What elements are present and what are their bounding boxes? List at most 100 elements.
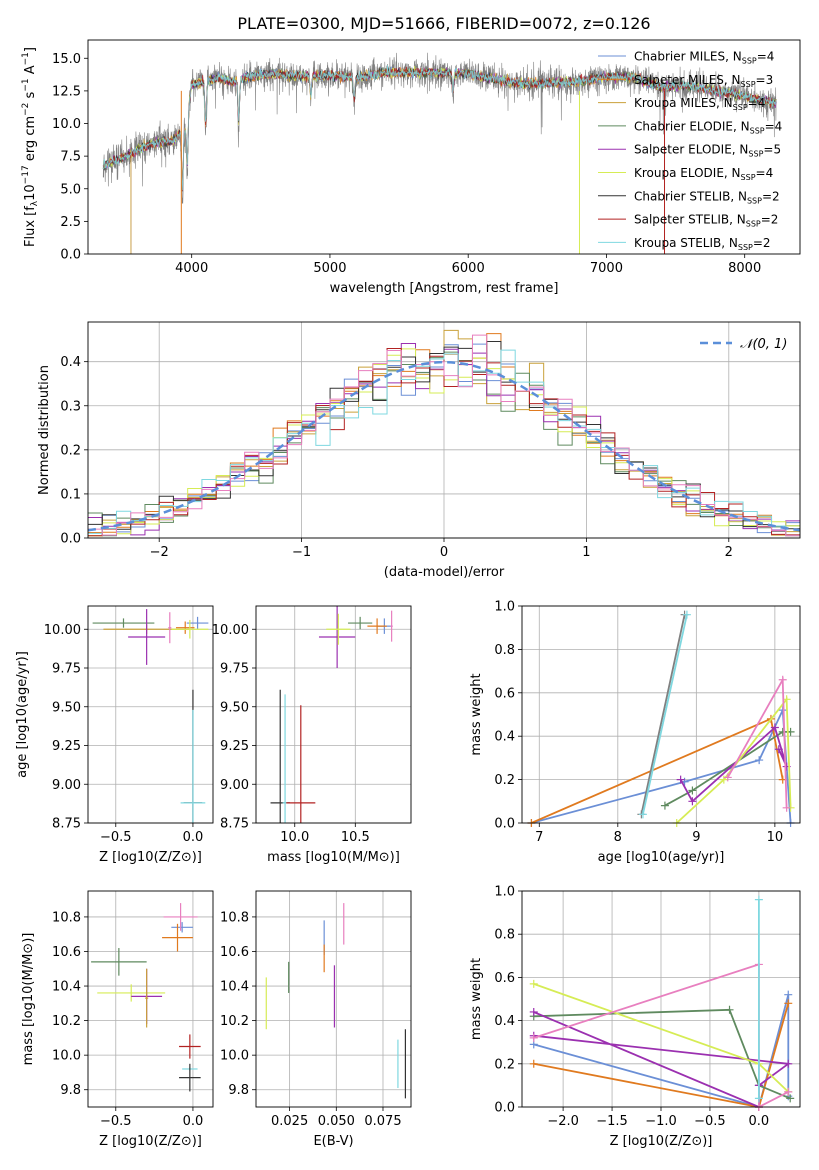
mass_vs_EBV-panel: 0.025 0.050 0.075 9.8 10.0 10.2 10.4 10.6 10.8 E(… [220, 890, 412, 1149]
weight-marker [725, 1005, 734, 1014]
y-tick-label: 9.25 [220, 739, 249, 754]
weight-marker [529, 979, 538, 988]
y-tick-label: 10.6 [220, 945, 249, 960]
x-tick-label: 0.0 [183, 830, 204, 845]
y-tick-label: 0.6 [494, 686, 515, 701]
y-tick-label: 1.0 [494, 600, 515, 615]
y-tick-label: 10.0 [220, 1049, 249, 1064]
y-tick-label: 10.8 [52, 910, 81, 925]
y-tick-label: 12.5 [52, 84, 81, 99]
weight-marker [529, 1059, 538, 1068]
x-tick-label: −1 [292, 545, 311, 560]
x-axis-label: wavelength [Angstrom, rest frame] [330, 281, 559, 296]
y-axis-label: mass weight [469, 673, 484, 755]
x-tick-label: 7000 [590, 261, 623, 276]
weight-series-line [642, 614, 688, 815]
weight-marker [676, 775, 685, 784]
x-tick-label: 0.050 [318, 1114, 355, 1129]
y-tick-label: 0.1 [60, 487, 81, 502]
weight-marker [782, 803, 791, 812]
weight-series-line [533, 994, 790, 1107]
x-axis-label: mass [log10(M/M⊙)] [267, 850, 400, 865]
y-axis-label: age [log10(age/yr)] [15, 651, 30, 778]
x-tick-label: −2.0 [547, 1114, 579, 1129]
y-tick-label: 0.6 [494, 971, 515, 986]
y-tick-label: 2.5 [60, 215, 81, 230]
y-tick-label: 10.2 [52, 1014, 81, 1029]
y-tick-label: 10.0 [52, 1049, 81, 1064]
weight-marker [723, 773, 732, 782]
x-tick-label: 6000 [452, 261, 485, 276]
axes-frame [255, 605, 412, 824]
x-tick-label: 4000 [175, 261, 208, 276]
figure-title: PLATE=0300, MJD=51666, FIBERID=0072, z=0… [237, 14, 650, 33]
x-axis-label: E(B-V) [313, 1134, 353, 1149]
y-tick-label: 10.0 [52, 117, 81, 132]
weight-marker [784, 990, 793, 999]
y-axis-label: mass weight [469, 958, 484, 1040]
x-tick-label: −0.5 [100, 1114, 132, 1129]
legend-label: Kroupa MILES, NSSP=4 [634, 96, 765, 112]
y-axis-label: Flux [fλ10−17 erg cm−2 s−1 A−1] [21, 47, 40, 247]
x-tick-label: 0.025 [271, 1114, 308, 1129]
weight-marker [774, 745, 783, 754]
x-tick-label: −0.5 [100, 830, 132, 845]
age_vs_Z-panel: −0.5 0.0 8.75 9.00 9.25 9.50 9.75 10.00 Z [log10… [15, 605, 214, 865]
weight-series-line [640, 614, 686, 815]
spectrum-model-line [130, 67, 665, 254]
weight-marker [660, 801, 669, 810]
x-tick-label: 0.0 [749, 1114, 770, 1129]
x-tick-label: −2 [150, 545, 169, 560]
y-tick-label: 0.2 [494, 1057, 515, 1072]
weight_vs_Z-panel: −2.0 −1.5 −1.0 −0.5 0.0 0.0 0.2 0.4 0.6 0.8 1.0 Z [… [469, 885, 801, 1149]
spectrum-model-line [103, 65, 777, 191]
legend-label: Salpeter STELIB, NSSP=2 [634, 213, 778, 229]
legend-label: Chabrier MILES, NSSP=4 [634, 50, 774, 66]
y-tick-label: 9.50 [220, 700, 249, 715]
residuals-panel: −2 −1 0 1 2 0.0 0.1 0.2 0.3 0.4 𝒩(0, 1) (data-model… [37, 321, 801, 580]
weight-marker [529, 1007, 538, 1016]
x-tick-label: −1.5 [596, 1114, 628, 1129]
weight-marker [638, 810, 647, 819]
histogram-step [88, 334, 800, 537]
x-tick-label: −0.5 [694, 1114, 726, 1129]
weight-marker [755, 756, 764, 765]
y-tick-label: 10.6 [52, 945, 81, 960]
y-tick-label: 10.8 [220, 910, 249, 925]
y-tick-label: 0.0 [60, 532, 81, 547]
weight-marker [754, 1094, 763, 1103]
legend-label: Chabrier STELIB, NSSP=2 [634, 189, 780, 205]
y-tick-label: 0.4 [60, 355, 81, 370]
legend-label: 𝒩(0, 1) [740, 337, 787, 352]
weight-marker [784, 1059, 793, 1068]
x-axis-label: Z [log10(Z/Z⊙)] [99, 850, 202, 865]
y-tick-label: 0.3 [60, 399, 81, 414]
y-tick-label: 0.8 [494, 643, 515, 658]
y-tick-label: 15.0 [52, 52, 81, 67]
x-axis-label: Z [log10(Z/Z⊙)] [610, 1134, 713, 1149]
weight-marker [784, 1087, 793, 1096]
weight-series-line [533, 1008, 791, 1100]
axes-frame [87, 321, 801, 539]
weight-series-line [531, 717, 784, 823]
axes-frame [521, 605, 801, 824]
weight-marker [784, 999, 793, 1008]
axes-frame [255, 890, 412, 1108]
x-axis-label: age [log10(age/yr)] [598, 850, 725, 865]
x-tick-label: 10.5 [341, 830, 370, 845]
x-tick-label: 0.075 [364, 1114, 401, 1129]
weight-marker [688, 797, 697, 806]
x-tick-label: 9 [692, 830, 700, 845]
axes-frame [87, 39, 801, 255]
spectrum-legend: Chabrier MILES, NSSP=4 Salpeter MILES, NS… [598, 50, 782, 252]
weight-series-line [533, 1003, 790, 1107]
weight-marker [770, 723, 779, 732]
legend-label: Kroupa ELODIE, NSSP=4 [634, 166, 773, 182]
y-tick-label: 10.4 [52, 980, 81, 995]
legend-label: Salpeter ELODIE, NSSP=5 [634, 143, 781, 159]
x-tick-label: 1 [582, 545, 590, 560]
weight-marker [754, 895, 763, 904]
y-tick-label: 9.00 [52, 778, 81, 793]
spectrum-model-line [130, 66, 665, 254]
x-tick-label: 8 [614, 830, 622, 845]
